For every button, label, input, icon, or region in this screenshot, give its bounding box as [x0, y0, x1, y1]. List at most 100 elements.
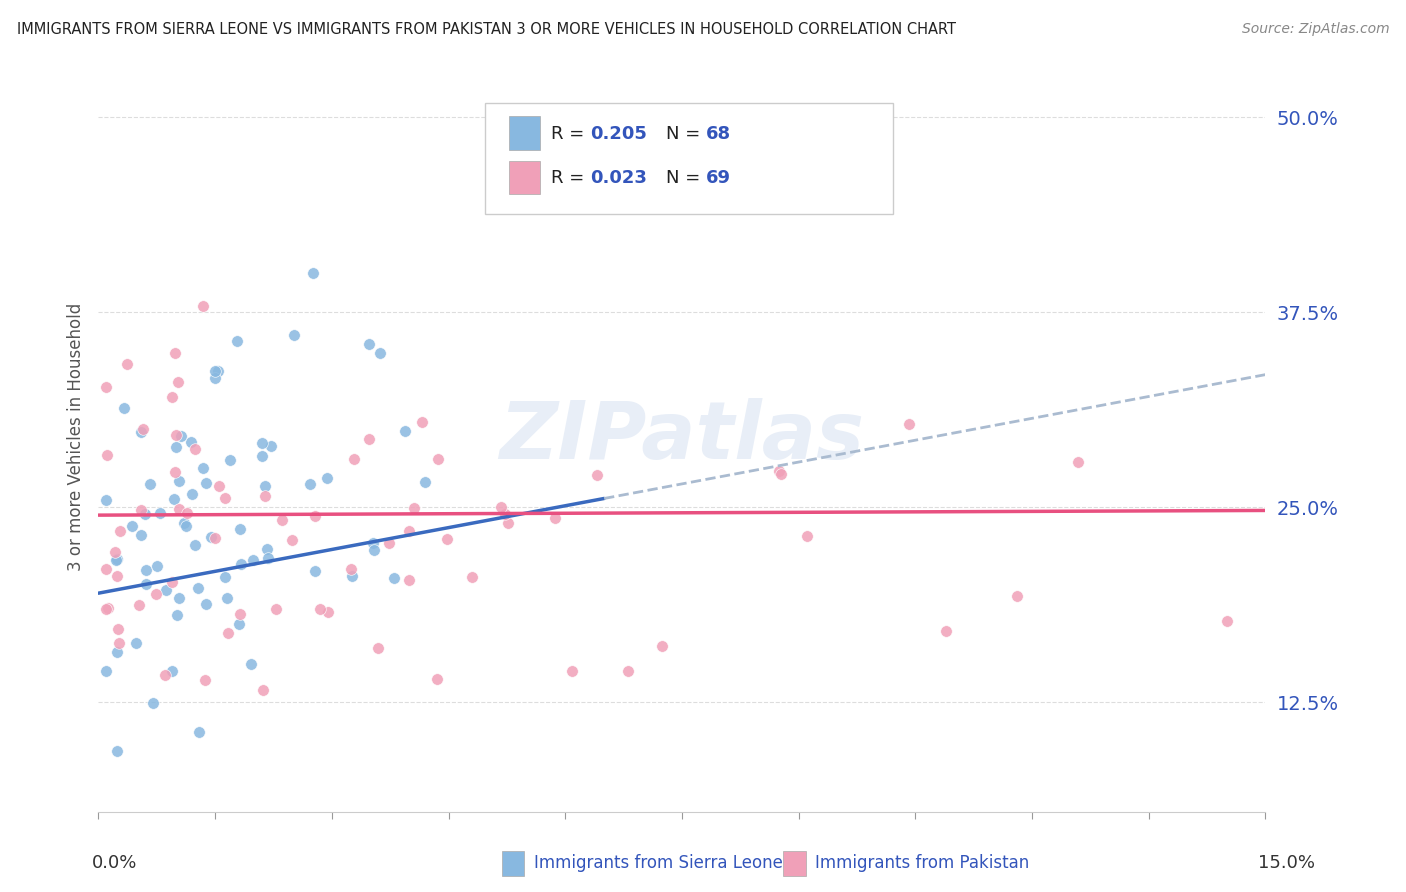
Point: [121, 519, 143, 533]
Text: IMMIGRANTS FROM SIERRA LEONE VS IMMIGRANTS FROM PAKISTAN 3 OR MORE VEHICLES IN H: IMMIGRANTS FROM SIERRA LEONE VS IMMIGRAN…: [17, 22, 956, 37]
Point: [436, 532, 458, 546]
Point: [165, 346, 187, 360]
Point: [368, 346, 391, 360]
Point: [96, 664, 118, 678]
Point: [239, 657, 262, 672]
Text: 0.023: 0.023: [591, 169, 647, 187]
Point: [180, 434, 202, 449]
Point: [935, 624, 957, 638]
Point: [561, 664, 583, 678]
Point: [340, 568, 363, 582]
Point: [145, 558, 167, 573]
Text: Immigrants from Sierra Leone: Immigrants from Sierra Leone: [534, 855, 783, 872]
Point: [129, 425, 152, 439]
Point: [173, 516, 195, 531]
Point: [898, 417, 921, 432]
Point: [160, 665, 183, 679]
Point: [271, 513, 294, 527]
Point: [398, 524, 420, 539]
Point: [491, 500, 513, 514]
Point: [214, 569, 236, 583]
Point: [191, 460, 214, 475]
Point: [302, 266, 325, 280]
Point: [617, 664, 640, 678]
Point: [96, 492, 118, 507]
Point: [104, 552, 127, 566]
Point: [1005, 589, 1028, 603]
Point: [254, 489, 277, 503]
Point: [166, 376, 188, 390]
Point: [184, 442, 207, 456]
Point: [129, 503, 152, 517]
Point: [796, 529, 818, 543]
Point: [194, 673, 217, 687]
Point: [167, 475, 190, 489]
Point: [105, 568, 128, 582]
Point: [96, 448, 118, 462]
Point: [105, 552, 128, 566]
Point: [217, 626, 239, 640]
Point: [170, 428, 193, 442]
Point: [411, 415, 433, 429]
Point: [229, 522, 252, 536]
Text: ZIPatlas: ZIPatlas: [499, 398, 865, 476]
Point: [315, 471, 337, 485]
Point: [586, 467, 609, 482]
Point: [188, 725, 211, 739]
Point: [187, 581, 209, 595]
Point: [97, 601, 120, 615]
Point: [174, 518, 197, 533]
Point: [208, 478, 231, 492]
Point: [125, 635, 148, 649]
Point: [181, 486, 204, 500]
Point: [165, 440, 187, 454]
Point: [155, 667, 177, 681]
Point: [215, 591, 238, 606]
Point: [108, 524, 131, 538]
Point: [496, 516, 519, 531]
Point: [193, 299, 215, 313]
Point: [155, 583, 177, 598]
Point: [228, 617, 250, 632]
Y-axis label: 3 or more Vehicles in Household: 3 or more Vehicles in Household: [66, 303, 84, 571]
Point: [96, 602, 118, 616]
Point: [494, 507, 516, 521]
Point: [283, 328, 305, 343]
Text: 69: 69: [706, 169, 731, 187]
Point: [218, 453, 240, 467]
Point: [104, 544, 127, 558]
Point: [131, 528, 153, 542]
Point: [361, 536, 384, 550]
Point: [145, 587, 167, 601]
Point: [204, 371, 226, 385]
Text: R =: R =: [551, 169, 591, 187]
Point: [165, 427, 187, 442]
Text: R =: R =: [551, 125, 591, 143]
Point: [357, 432, 380, 446]
Text: N =: N =: [666, 125, 706, 143]
Point: [363, 542, 385, 557]
Point: [394, 424, 416, 438]
Point: [96, 380, 118, 394]
Point: [257, 551, 280, 566]
Point: [266, 602, 288, 616]
Point: [426, 672, 449, 686]
Text: 15.0%: 15.0%: [1257, 855, 1315, 872]
Text: 0.0%: 0.0%: [91, 855, 136, 872]
Point: [461, 570, 484, 584]
Point: [343, 452, 366, 467]
Point: [107, 622, 129, 636]
Point: [544, 511, 567, 525]
Text: N =: N =: [666, 169, 706, 187]
Point: [413, 475, 436, 489]
Point: [770, 467, 793, 482]
Point: [128, 598, 150, 612]
Point: [426, 451, 449, 466]
Point: [250, 435, 273, 450]
Point: [108, 636, 131, 650]
Point: [252, 450, 274, 464]
Point: [112, 401, 135, 416]
Point: [256, 541, 278, 556]
Point: [378, 536, 401, 550]
Point: [382, 571, 405, 585]
